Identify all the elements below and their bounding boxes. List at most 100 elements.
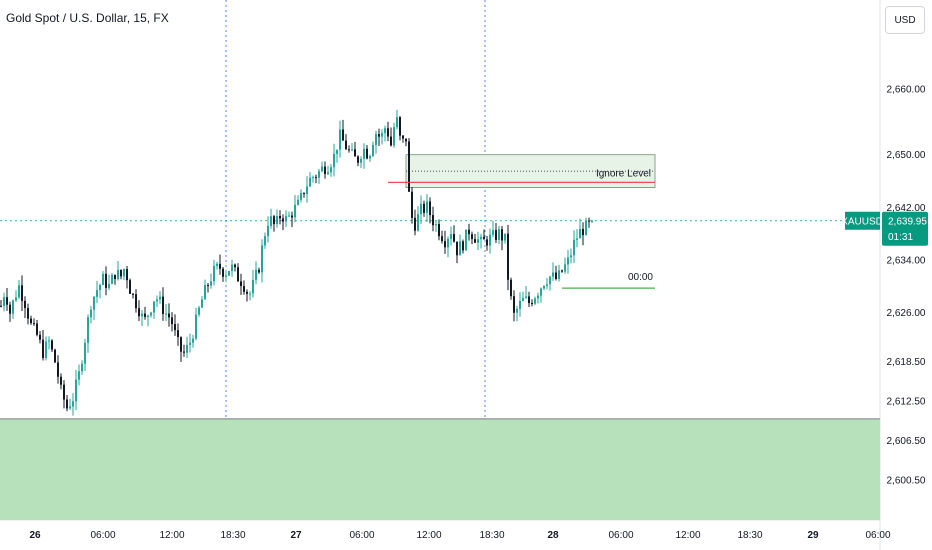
candle-body bbox=[510, 279, 512, 297]
candle bbox=[345, 134, 347, 150]
candle bbox=[471, 231, 473, 245]
time-tick-label: 18:30 bbox=[220, 530, 245, 541]
candle bbox=[27, 303, 29, 325]
candle-body bbox=[540, 288, 542, 296]
candle-body bbox=[141, 313, 143, 317]
time-tick-label: 18:30 bbox=[737, 530, 762, 541]
candle bbox=[483, 229, 485, 240]
candle bbox=[237, 263, 239, 282]
candle-body bbox=[210, 281, 212, 286]
candle-body bbox=[483, 236, 485, 240]
candle-body bbox=[165, 313, 167, 315]
candle bbox=[462, 239, 464, 254]
candle bbox=[213, 259, 215, 286]
candle-body bbox=[423, 203, 425, 213]
candle bbox=[429, 197, 431, 224]
candle-body bbox=[297, 199, 299, 205]
candle-body bbox=[87, 317, 89, 343]
candle bbox=[399, 116, 401, 141]
price-axis[interactable]: 2,660.00 2,650.00 2,642.00 2,634.00 2,626.00… bbox=[887, 85, 926, 487]
candle bbox=[63, 380, 65, 409]
candle-body bbox=[318, 171, 320, 178]
candle bbox=[360, 156, 362, 168]
candle bbox=[486, 235, 488, 251]
candle-body bbox=[237, 267, 239, 282]
candle-body bbox=[378, 134, 380, 137]
time-tick-label: 12:00 bbox=[416, 530, 441, 541]
candle-body bbox=[582, 228, 584, 236]
candle-body bbox=[330, 167, 332, 173]
candle-body bbox=[147, 315, 149, 317]
candle bbox=[573, 230, 575, 263]
candle-body bbox=[438, 224, 440, 237]
candle-body bbox=[279, 215, 281, 219]
candle-body bbox=[561, 270, 563, 272]
candle-body bbox=[264, 236, 266, 246]
candle-body bbox=[177, 330, 179, 338]
candle-body bbox=[171, 317, 173, 325]
candle-body bbox=[309, 177, 311, 187]
candle bbox=[186, 336, 188, 358]
candle bbox=[549, 275, 551, 291]
candle-body bbox=[441, 236, 443, 242]
candle-body bbox=[477, 239, 479, 243]
candle bbox=[441, 230, 443, 244]
candle-body bbox=[462, 241, 464, 251]
candle-body bbox=[63, 384, 65, 400]
candle bbox=[6, 287, 8, 311]
candle bbox=[297, 195, 299, 206]
candle bbox=[309, 172, 311, 188]
candle bbox=[387, 121, 389, 142]
candle-body bbox=[6, 297, 8, 305]
candle bbox=[177, 323, 179, 346]
candle bbox=[90, 305, 92, 324]
candle bbox=[189, 333, 191, 353]
candle bbox=[99, 283, 101, 299]
candle-body bbox=[27, 308, 29, 319]
candle bbox=[495, 223, 497, 244]
candle bbox=[519, 292, 521, 317]
candle-body bbox=[336, 149, 338, 154]
candle bbox=[465, 229, 467, 251]
candle-body bbox=[402, 135, 404, 139]
candle-body bbox=[303, 192, 305, 195]
currency-button[interactable]: USD bbox=[885, 6, 925, 34]
price-tag: XAUUSD 2,639.95 01:31 bbox=[841, 211, 928, 246]
candle bbox=[576, 229, 578, 248]
candle-body bbox=[57, 362, 59, 377]
candle bbox=[534, 296, 536, 306]
candle-body bbox=[516, 308, 518, 313]
candle-body bbox=[486, 239, 488, 246]
candle bbox=[57, 355, 59, 384]
candle-body bbox=[432, 215, 434, 226]
candle bbox=[381, 129, 383, 145]
candle bbox=[168, 303, 170, 327]
candle bbox=[294, 194, 296, 223]
candle-body bbox=[240, 281, 242, 287]
candle-body bbox=[60, 376, 62, 385]
time-tick-label: 06:00 bbox=[90, 530, 115, 541]
candle bbox=[120, 269, 122, 280]
candle bbox=[264, 232, 266, 249]
candle bbox=[546, 278, 548, 290]
candle bbox=[255, 261, 257, 285]
candle-body bbox=[162, 296, 164, 314]
candle bbox=[444, 230, 446, 254]
candle bbox=[123, 268, 125, 281]
candle bbox=[132, 292, 134, 299]
candle bbox=[375, 130, 377, 154]
candle-body bbox=[357, 156, 359, 163]
candle bbox=[39, 331, 41, 344]
candle bbox=[501, 226, 503, 251]
candle bbox=[504, 233, 506, 244]
candle bbox=[321, 161, 323, 173]
candle bbox=[72, 393, 74, 416]
candle bbox=[102, 271, 104, 286]
candle bbox=[537, 292, 539, 304]
time-axis[interactable]: 26 06:00 12:00 18:30 27 06:00 12:00 18:30 28 06:0… bbox=[29, 530, 891, 541]
candle bbox=[225, 271, 227, 283]
candle-body bbox=[570, 255, 572, 258]
candle-body bbox=[225, 275, 227, 277]
candle bbox=[75, 369, 77, 411]
